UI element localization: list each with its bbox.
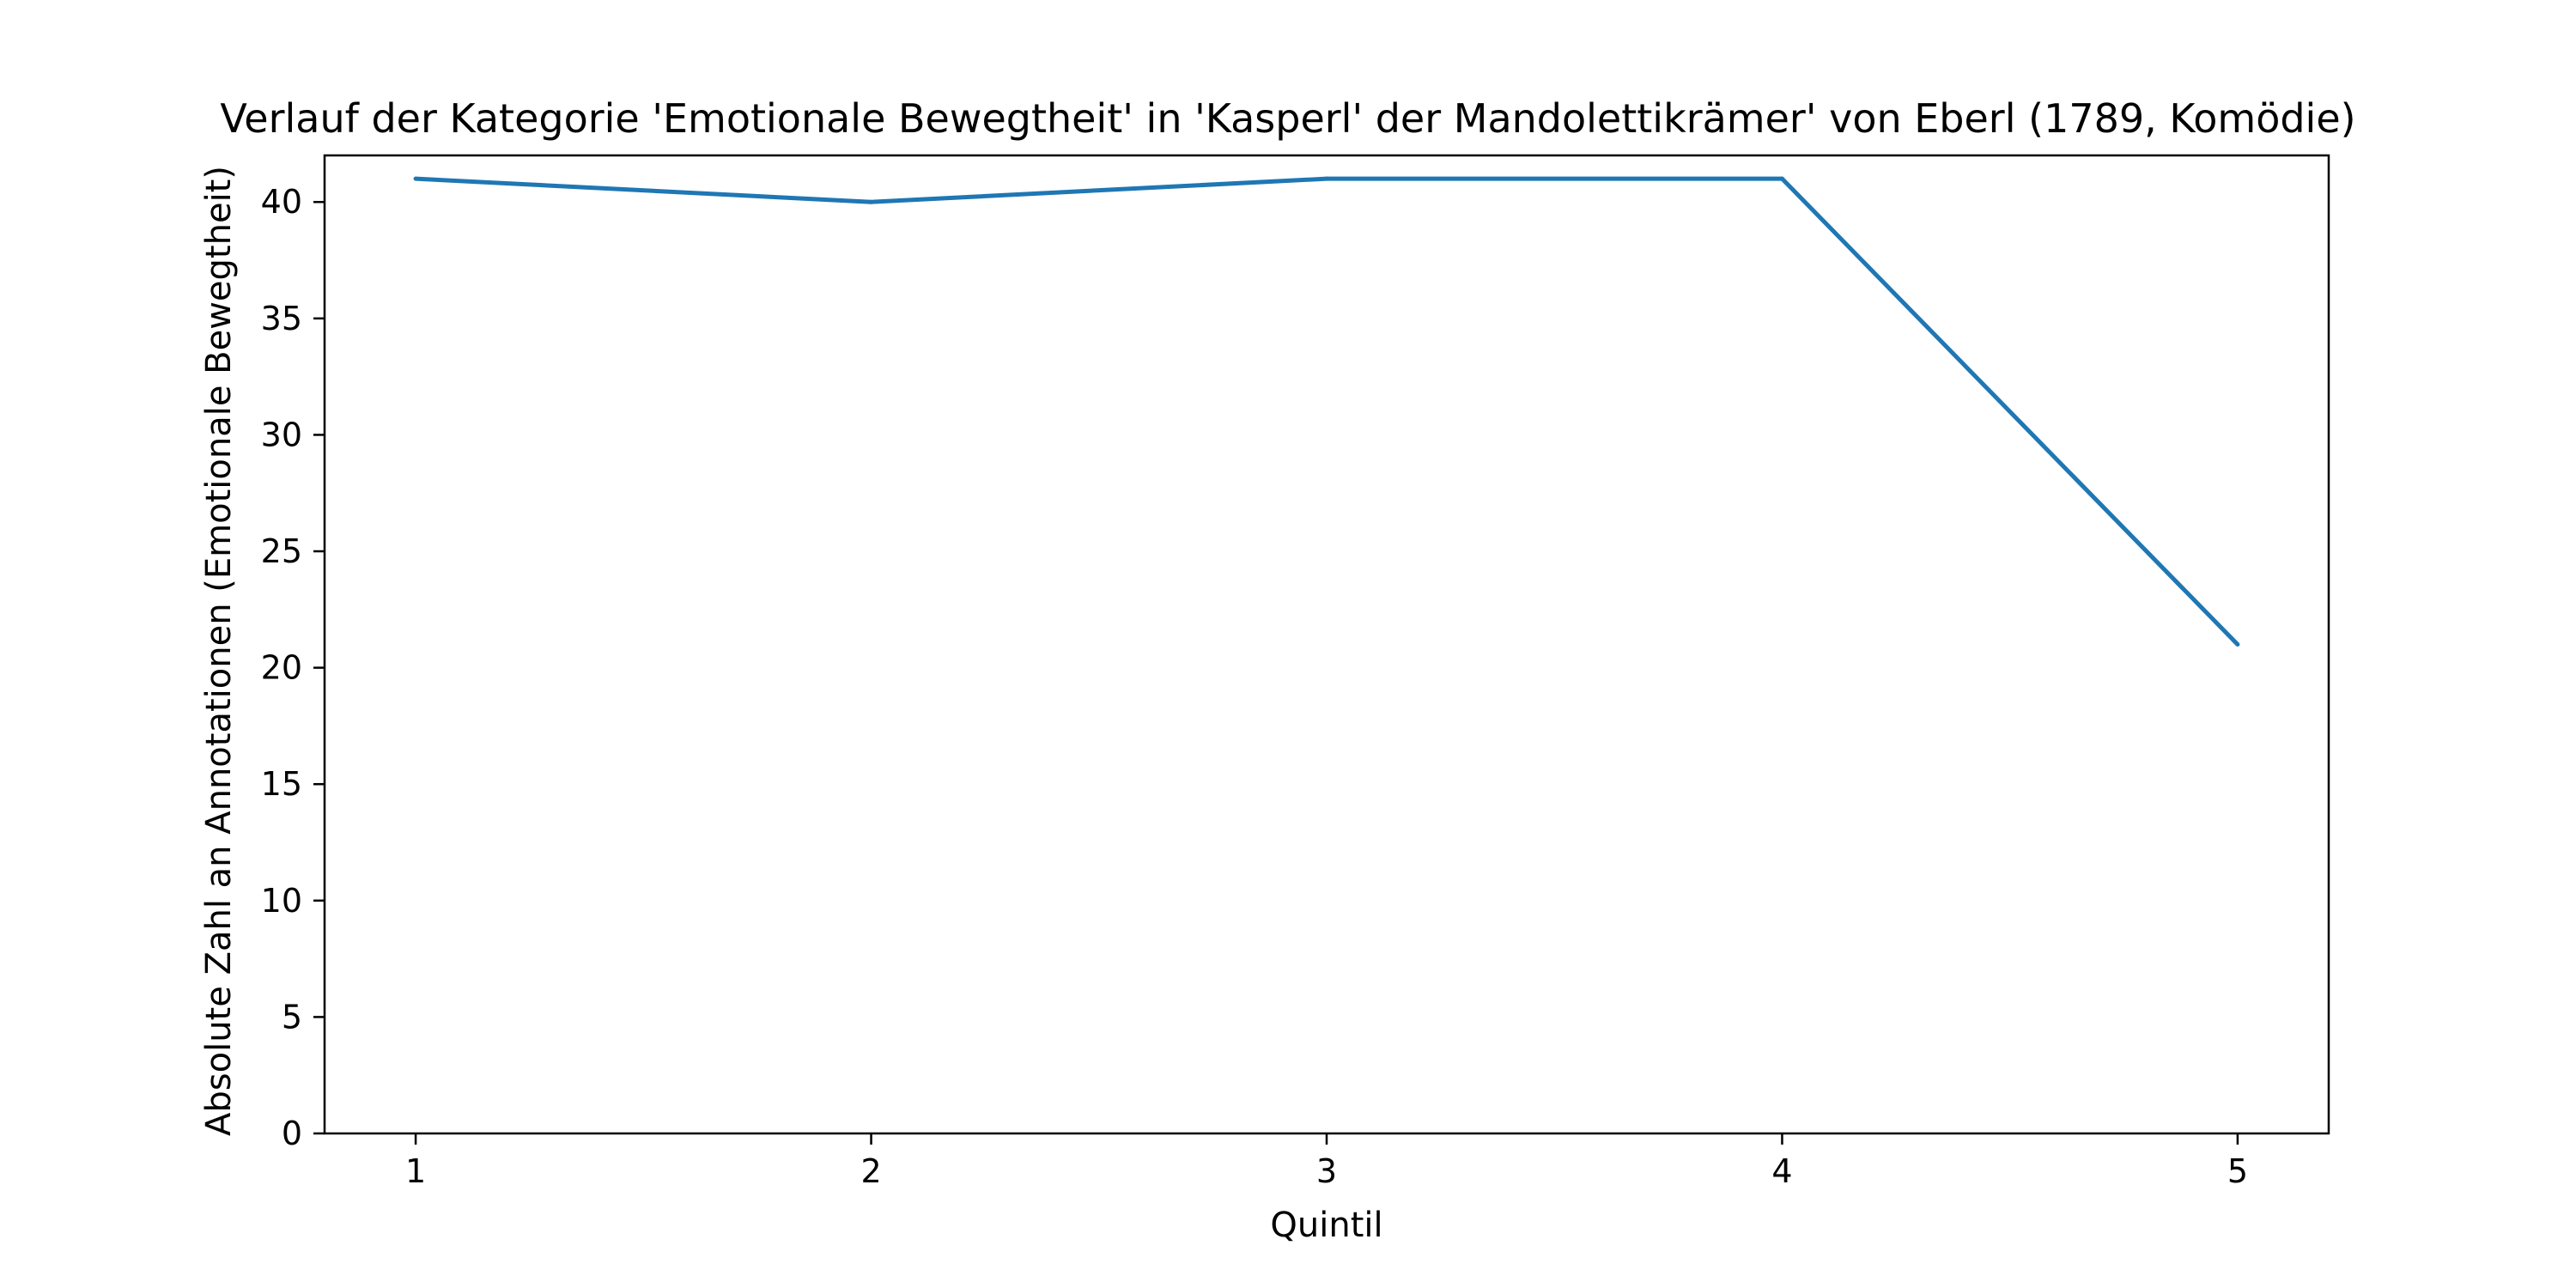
chart-title: Verlauf der Kategorie 'Emotionale Bewegt… <box>220 95 2355 142</box>
data-point <box>1324 176 1329 181</box>
data-point <box>413 176 418 181</box>
x-tick-label: 4 <box>1771 1152 1792 1190</box>
y-tick-label: 30 <box>261 416 302 453</box>
y-tick-label: 20 <box>261 649 302 687</box>
series-layer <box>413 176 2240 647</box>
x-axis: 1 2 3 4 5 <box>405 1133 2248 1190</box>
x-tick-label: 2 <box>860 1152 881 1190</box>
x-tick-label: 5 <box>2227 1152 2248 1190</box>
x-axis-label: Quintil <box>1270 1206 1382 1245</box>
data-point <box>1779 176 1784 181</box>
x-tick-label: 1 <box>405 1152 426 1190</box>
y-tick-label: 0 <box>282 1115 302 1152</box>
y-tick-label: 35 <box>261 300 302 337</box>
series-line <box>415 176 2239 647</box>
y-tick-label: 5 <box>282 998 302 1036</box>
y-tick-label: 25 <box>261 532 302 570</box>
y-tick-label: 40 <box>261 183 302 221</box>
data-point <box>869 199 874 204</box>
plot-area-frame <box>323 154 2330 1135</box>
y-axis: 0 5 10 15 20 25 30 35 40 <box>261 183 325 1152</box>
y-tick-label: 15 <box>261 765 302 803</box>
y-tick-label: 10 <box>261 882 302 920</box>
data-point <box>2235 642 2240 647</box>
x-tick-label: 3 <box>1316 1152 1337 1190</box>
y-axis-label: Absolute Zahl an Annotationen (Emotional… <box>199 166 239 1136</box>
